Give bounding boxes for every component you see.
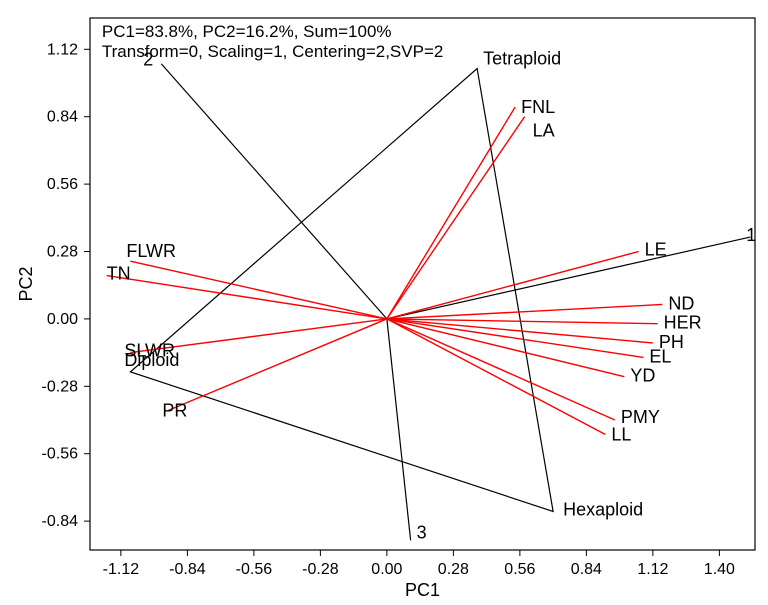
info-line-0: PC1=83.8%, PC2=16.2%, Sum=100% bbox=[102, 22, 392, 41]
x-tick-label: 0.28 bbox=[438, 561, 469, 578]
var-vector-flwr bbox=[130, 261, 387, 319]
y-axis-title: PC2 bbox=[16, 266, 36, 301]
group-axis-ax3 bbox=[387, 319, 411, 540]
var-vector-tn bbox=[107, 276, 387, 319]
x-tick-label: -1.12 bbox=[103, 561, 140, 578]
var-label-tn: TN bbox=[107, 264, 131, 284]
group-label-hexaploid: Hexaploid bbox=[563, 499, 643, 519]
pca-biplot: -1.12 -0.84 -0.56 -0.28 0.00 0.28 0.56 0.84 1.12… bbox=[0, 0, 768, 605]
x-tick-label: 0.00 bbox=[371, 561, 402, 578]
y-tick-label: 0.28 bbox=[47, 244, 78, 261]
group-label-tetraploid: Tetraploid bbox=[483, 49, 561, 69]
y-tick-label: -0.56 bbox=[42, 446, 79, 463]
var-vector-yd bbox=[387, 319, 625, 377]
var-label-fnl: FNL bbox=[521, 97, 555, 117]
var-label-yd: YD bbox=[630, 366, 655, 386]
var-vector-fnl bbox=[387, 107, 515, 319]
info-line-1: Transform=0, Scaling=1, Centering=2,SVP=… bbox=[102, 42, 443, 61]
var-vector-nd bbox=[387, 304, 663, 318]
var-label-her: HER bbox=[664, 313, 702, 333]
group-axis-ax2 bbox=[161, 64, 387, 319]
x-tick-label: 1.40 bbox=[704, 561, 735, 578]
var-vector-la bbox=[387, 117, 525, 319]
y-tick-label: 0.56 bbox=[47, 176, 78, 193]
y-tick-label: 1.12 bbox=[47, 41, 78, 58]
var-label-pr: PR bbox=[162, 400, 187, 420]
y-tick-label: 0.00 bbox=[47, 311, 78, 328]
var-label-slwr: SLWR bbox=[124, 341, 175, 361]
group-axis-num-ax1: 1 bbox=[746, 225, 756, 245]
x-tick-label: 1.12 bbox=[637, 561, 668, 578]
var-label-la: LA bbox=[533, 121, 555, 141]
x-axis-title: PC1 bbox=[405, 580, 440, 600]
x-tick-label: -0.84 bbox=[169, 561, 206, 578]
group-triangle bbox=[130, 69, 553, 512]
var-label-ll: LL bbox=[611, 424, 631, 444]
var-label-nd: ND bbox=[668, 293, 694, 313]
x-tick-label: 0.56 bbox=[504, 561, 535, 578]
y-tick-label: -0.28 bbox=[42, 378, 79, 395]
group-axis-num-ax3: 3 bbox=[417, 522, 427, 542]
var-label-flwr: FLWR bbox=[126, 241, 176, 261]
var-vector-pmy bbox=[387, 319, 615, 420]
x-tick-label: 0.84 bbox=[571, 561, 602, 578]
x-tick-label: -0.56 bbox=[236, 561, 273, 578]
x-tick-label: -0.28 bbox=[302, 561, 339, 578]
plot-border bbox=[90, 18, 755, 550]
var-label-le: LE bbox=[645, 240, 667, 260]
var-label-el: EL bbox=[649, 346, 671, 366]
y-tick-label: 0.84 bbox=[47, 109, 78, 126]
y-tick-label: -0.84 bbox=[42, 513, 79, 530]
group-axis-ax1 bbox=[387, 237, 750, 319]
var-vector-le bbox=[387, 252, 639, 319]
